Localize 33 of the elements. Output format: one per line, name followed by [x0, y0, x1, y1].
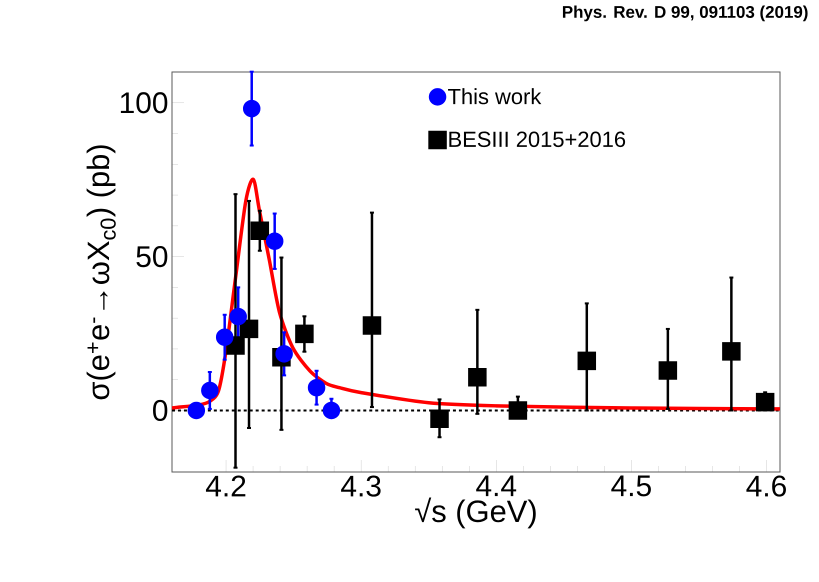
point	[362, 316, 382, 335]
point	[308, 378, 326, 396]
legend-label: BESIII 2015+2016	[449, 132, 626, 148]
point	[508, 401, 528, 420]
y-tick-label: 0	[153, 400, 168, 422]
point	[201, 382, 219, 400]
point	[756, 392, 774, 412]
x-tick-label: 4.5	[611, 476, 651, 496]
x-tick-label: 4.3	[341, 476, 381, 497]
point	[216, 328, 234, 346]
x-axis-title: √s (GeV)	[415, 498, 536, 528]
point	[658, 361, 678, 380]
x-tick-label: 4.4	[476, 476, 516, 496]
point	[250, 222, 270, 240]
point	[240, 320, 258, 338]
y-tick-label: 100	[120, 92, 168, 114]
y-axis-title: σ(e$^{+}$e$^{-}$→ωX$_{c0}$) (pb)	[86, 145, 116, 400]
point	[266, 232, 284, 250]
point	[242, 100, 260, 118]
point	[722, 342, 741, 361]
point	[295, 324, 314, 344]
point	[578, 352, 596, 370]
x-tick-label: 4.2	[206, 476, 246, 496]
legend-label: This work	[448, 88, 542, 104]
text: Phys. Rev. D 99, 091103 (2019)	[562, 6, 808, 22]
point	[430, 410, 449, 428]
point	[275, 345, 293, 363]
x-tick-label: 4.6	[746, 476, 786, 497]
y-tick-label: 50	[136, 246, 168, 268]
point	[468, 368, 487, 386]
point	[229, 308, 247, 326]
point	[322, 402, 340, 420]
point	[188, 402, 206, 420]
